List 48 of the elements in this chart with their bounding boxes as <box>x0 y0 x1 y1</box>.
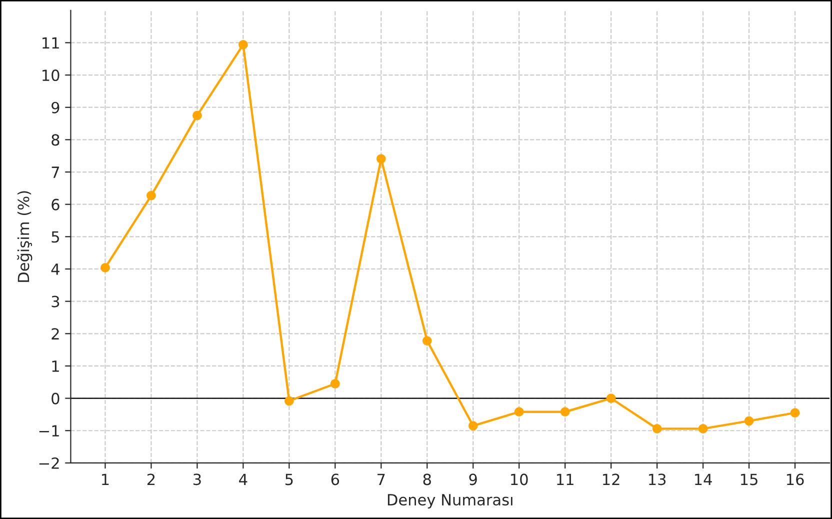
point <box>652 424 662 434</box>
point <box>514 407 524 417</box>
point <box>284 396 294 406</box>
x-tick-label: 1 <box>102 474 109 485</box>
x-tick-label: 3 <box>193 474 201 486</box>
point <box>560 407 570 417</box>
point <box>468 421 478 430</box>
x-tick-label: 8 <box>423 474 431 486</box>
y-tick-label: 8 <box>52 134 60 146</box>
x-tick-label: 9 <box>469 474 477 486</box>
point <box>698 424 708 434</box>
x-tick-label: 14 <box>695 474 712 485</box>
y-axis-title: Değişim (%) <box>17 191 32 282</box>
y-tick-label: 5 <box>52 231 59 243</box>
x-tick-label: 4 <box>239 474 248 485</box>
point <box>100 263 110 272</box>
x-tick-label: 12 <box>603 474 620 485</box>
y-tick-label: 10 <box>42 70 60 82</box>
y-tick-label: 4 <box>51 264 60 275</box>
point <box>744 416 754 426</box>
point <box>146 190 156 200</box>
y-tick-label: 6 <box>52 198 60 210</box>
y-tick-label: −1 <box>39 425 59 436</box>
y-tick-label: 0 <box>52 392 60 404</box>
y-tick-label: −2 <box>39 457 59 469</box>
y-tick-label: 9 <box>52 102 60 114</box>
x-tick-label: 13 <box>649 474 666 486</box>
x-axis-title: Deney Numarası <box>388 494 512 508</box>
point <box>790 408 800 418</box>
y-tick-label: 11 <box>42 37 59 49</box>
x-tick-label: 15 <box>740 474 758 486</box>
y-tick-label: 1 <box>52 360 59 372</box>
y-tick-label: 3 <box>52 296 60 308</box>
x-tick-label: 7 <box>378 474 385 485</box>
y-tick-label: 7 <box>52 166 59 178</box>
point <box>192 110 202 120</box>
x-tick-label: 5 <box>285 474 293 486</box>
x-tick-label: 11 <box>557 474 574 485</box>
point <box>330 379 340 388</box>
x-tick-label: 16 <box>786 474 804 486</box>
y-tick-label: 2 <box>52 328 59 340</box>
point <box>238 40 248 50</box>
x-tick-label: 6 <box>331 474 340 486</box>
point <box>376 154 386 164</box>
x-tick-label: 2 <box>147 474 155 485</box>
point <box>422 336 432 346</box>
x-tick-label: 10 <box>511 474 528 486</box>
point <box>606 394 616 403</box>
